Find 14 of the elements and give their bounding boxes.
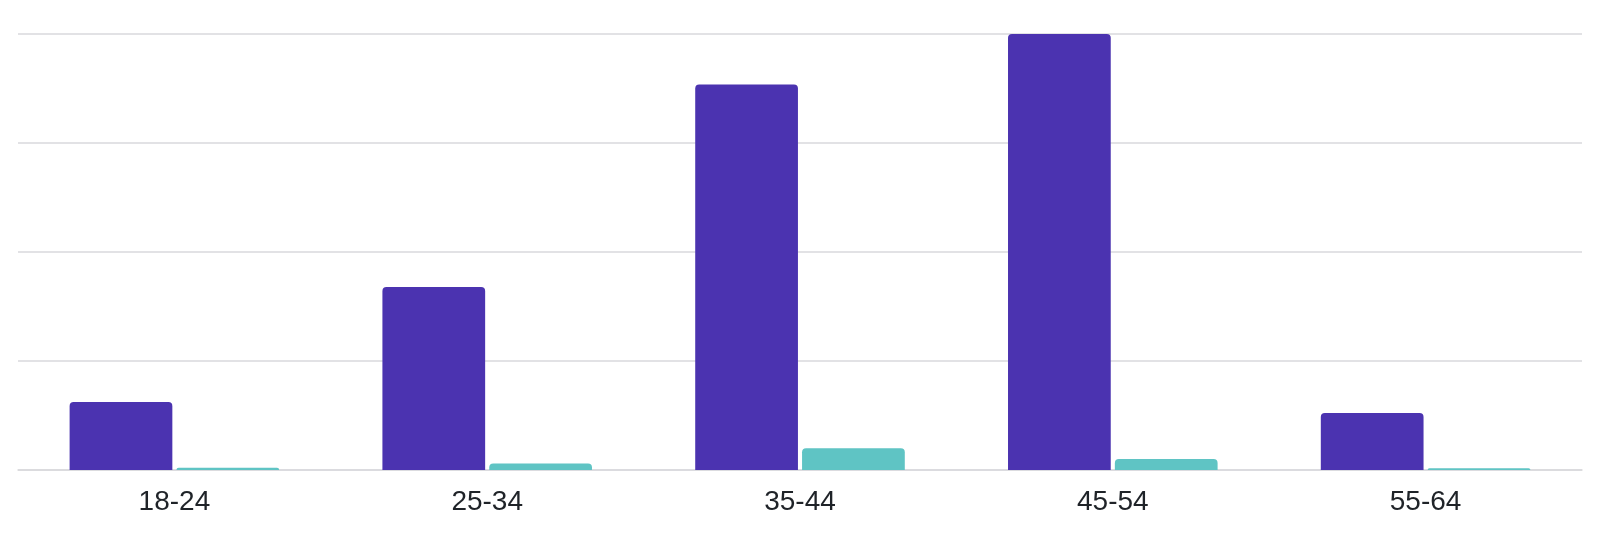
bar	[489, 463, 592, 470]
x-tick-label: 35-44	[764, 484, 836, 516]
x-tick-label: 45-54	[1076, 484, 1149, 516]
x-tick-label: 18-24	[138, 484, 211, 516]
bar	[802, 448, 905, 470]
bar	[1320, 412, 1424, 470]
bar	[382, 286, 486, 470]
bar	[1008, 34, 1111, 470]
x-tick-label: 25-34	[451, 484, 524, 516]
bar	[1114, 459, 1218, 470]
x-tick-label: 55-64	[1389, 484, 1462, 516]
bar	[176, 467, 280, 470]
bar	[695, 84, 798, 470]
bar	[69, 401, 173, 470]
